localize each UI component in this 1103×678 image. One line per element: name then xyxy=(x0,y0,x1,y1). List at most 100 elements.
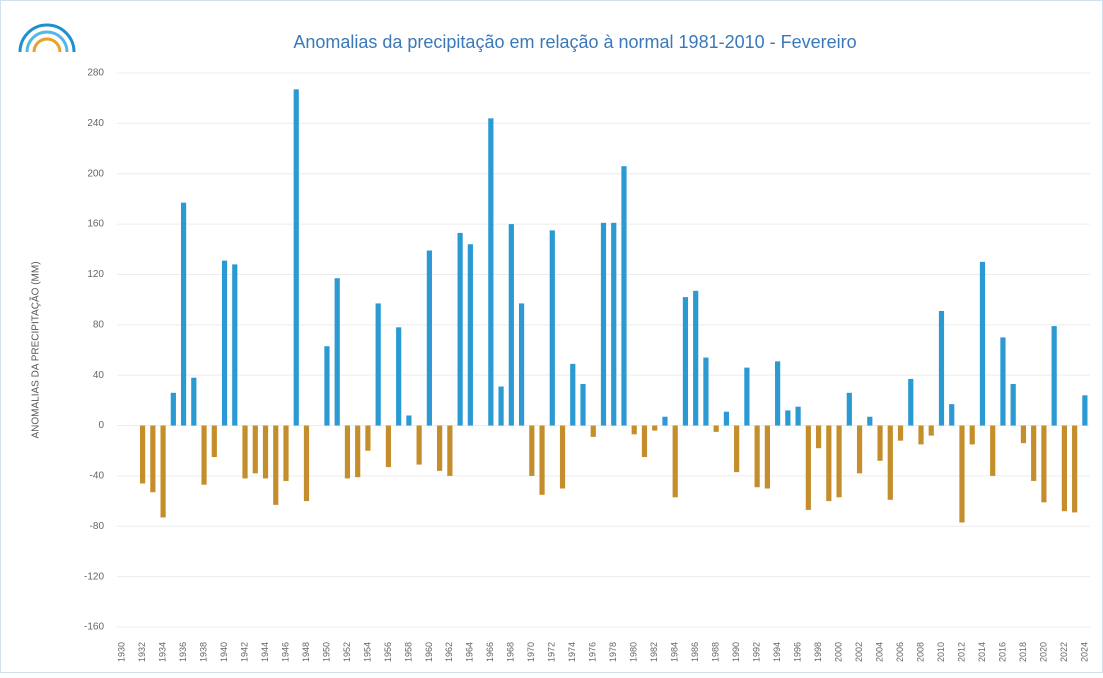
y-tick-label: 120 xyxy=(87,269,104,280)
bar xyxy=(1072,425,1078,513)
x-tick-label: 1986 xyxy=(690,642,700,662)
bar xyxy=(897,425,904,441)
bar xyxy=(334,278,340,426)
y-tick-label: 80 xyxy=(93,319,105,330)
x-tick-label: 2024 xyxy=(1079,642,1089,662)
bar xyxy=(283,425,289,481)
bar xyxy=(180,202,187,426)
x-tick-label: 2010 xyxy=(936,642,946,662)
bar xyxy=(764,425,770,489)
bar xyxy=(1020,425,1027,444)
x-tick-label: 1952 xyxy=(342,642,352,662)
bar xyxy=(877,425,883,461)
bar xyxy=(641,425,648,458)
bar xyxy=(846,392,852,426)
x-tick-label: 2004 xyxy=(874,642,884,662)
x-tick-label: 2016 xyxy=(997,642,1007,662)
bar xyxy=(191,377,197,426)
x-tick-label: 1996 xyxy=(792,642,802,662)
bar xyxy=(580,383,586,426)
x-tick-label: 2008 xyxy=(915,642,925,662)
bar xyxy=(682,297,689,426)
bar xyxy=(488,118,494,426)
bar xyxy=(693,290,699,426)
bar xyxy=(529,425,535,476)
x-tick-label: 1968 xyxy=(506,642,516,662)
bar xyxy=(170,392,176,426)
bar xyxy=(887,425,893,500)
bar xyxy=(631,425,637,435)
bar xyxy=(437,425,443,471)
y-tick-label: -80 xyxy=(90,521,105,532)
bar xyxy=(559,425,566,489)
x-tick-label: 2006 xyxy=(895,642,905,662)
bar xyxy=(918,425,924,445)
bar xyxy=(1000,337,1006,426)
x-tick-label: 1962 xyxy=(444,642,454,662)
x-tick-label: 1938 xyxy=(198,642,208,662)
y-tick-label: -120 xyxy=(84,571,104,582)
y-tick-label: -40 xyxy=(90,471,105,482)
y-axis-label: ANOMALIAS DA PRECIPITAÇÃO (MM) xyxy=(29,261,42,438)
bar xyxy=(508,224,514,426)
x-tick-label: 1978 xyxy=(608,642,618,662)
bar xyxy=(785,410,791,426)
bar xyxy=(232,264,238,426)
x-tick-label: 2014 xyxy=(977,642,987,662)
bar xyxy=(406,415,412,426)
bar xyxy=(539,425,545,495)
x-tick-label: 1988 xyxy=(711,642,721,662)
bar xyxy=(611,222,617,426)
bar xyxy=(969,425,975,445)
x-tick-label: 1976 xyxy=(588,642,598,662)
x-tick-label: 1960 xyxy=(424,642,434,662)
x-tick-label: 2000 xyxy=(833,642,843,662)
y-tick-label: 40 xyxy=(93,370,105,381)
x-tick-label: 1940 xyxy=(219,642,229,662)
bar xyxy=(590,425,596,437)
x-tick-label: 1948 xyxy=(301,642,311,662)
x-tick-label: 1992 xyxy=(752,642,762,662)
logo xyxy=(18,23,76,53)
bar xyxy=(467,244,473,426)
bar xyxy=(672,425,678,498)
x-tick-label: 1998 xyxy=(813,642,823,662)
bar xyxy=(324,346,330,426)
x-tick-label: 1950 xyxy=(321,642,331,662)
bar xyxy=(815,425,822,449)
bar xyxy=(252,425,258,474)
x-tick-label: 1946 xyxy=(280,642,290,662)
x-tick-label: 1974 xyxy=(567,642,577,662)
y-tick-label: 240 xyxy=(87,118,104,129)
bar xyxy=(990,425,996,476)
bar xyxy=(262,425,269,479)
bar xyxy=(867,416,873,426)
bar xyxy=(836,425,842,498)
x-tick-label: 1954 xyxy=(362,642,372,662)
bar xyxy=(928,425,934,436)
bar xyxy=(1041,425,1047,503)
x-tick-label: 1966 xyxy=(485,642,495,662)
bar xyxy=(242,425,248,479)
x-tick-label: 1984 xyxy=(670,642,680,662)
chart-title: Anomalias da precipitação em relação à n… xyxy=(293,32,856,52)
x-tick-label: 2018 xyxy=(1018,642,1028,662)
y-tick-label: 200 xyxy=(87,168,104,179)
bar xyxy=(416,425,422,465)
x-tick-label: 1944 xyxy=(260,642,270,662)
bar xyxy=(949,404,955,426)
x-tick-label: 2012 xyxy=(956,642,966,662)
bar xyxy=(375,303,381,426)
x-tick-label: 1942 xyxy=(239,642,249,662)
bar xyxy=(775,361,781,426)
bar xyxy=(979,261,986,426)
x-tick-label: 1982 xyxy=(649,642,659,662)
x-tick-label: 1972 xyxy=(547,642,557,662)
y-tick-label: 280 xyxy=(87,68,104,79)
x-tick-label: 2022 xyxy=(1059,642,1069,662)
bar xyxy=(457,232,463,426)
bar xyxy=(150,425,156,493)
bar xyxy=(385,425,392,468)
x-tick-label: 1958 xyxy=(403,642,413,662)
bar xyxy=(744,367,750,426)
